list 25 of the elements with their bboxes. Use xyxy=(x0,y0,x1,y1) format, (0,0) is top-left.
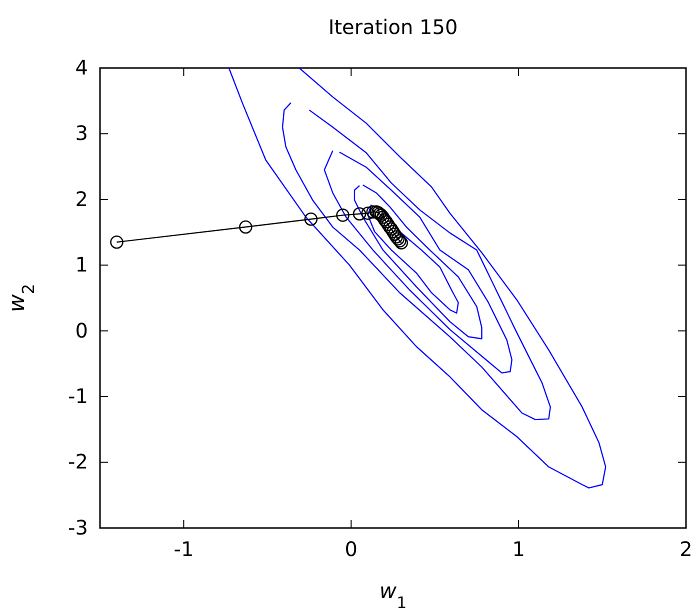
point xyxy=(352,207,366,221)
y-tick-label: -2 xyxy=(68,450,88,474)
x-tick-label: -1 xyxy=(174,537,194,562)
y-tick-label: 0 xyxy=(75,318,88,342)
x-tick-label: 0 xyxy=(344,537,358,562)
y-tick-label: 4 xyxy=(75,55,88,80)
y-tick-label: -1 xyxy=(68,384,88,408)
point xyxy=(366,205,380,219)
point xyxy=(336,208,350,222)
line-series xyxy=(354,184,482,340)
line-series xyxy=(324,150,512,374)
y-tick-label: 2 xyxy=(75,186,88,211)
x-axis-title: w$_{1}$ xyxy=(379,579,407,612)
x-tick-label: 2 xyxy=(680,537,692,562)
point xyxy=(361,206,375,220)
point xyxy=(110,235,124,249)
chart-title: Iteration 150 xyxy=(328,15,458,39)
line-series xyxy=(228,68,606,489)
y-tick-label: -3 xyxy=(68,515,88,540)
y-tick-label: 3 xyxy=(75,121,88,146)
line-series xyxy=(282,102,551,420)
point xyxy=(304,212,318,226)
x-tick-label: 1 xyxy=(512,537,525,562)
point xyxy=(239,220,252,234)
y-tick-label: 1 xyxy=(75,252,88,277)
